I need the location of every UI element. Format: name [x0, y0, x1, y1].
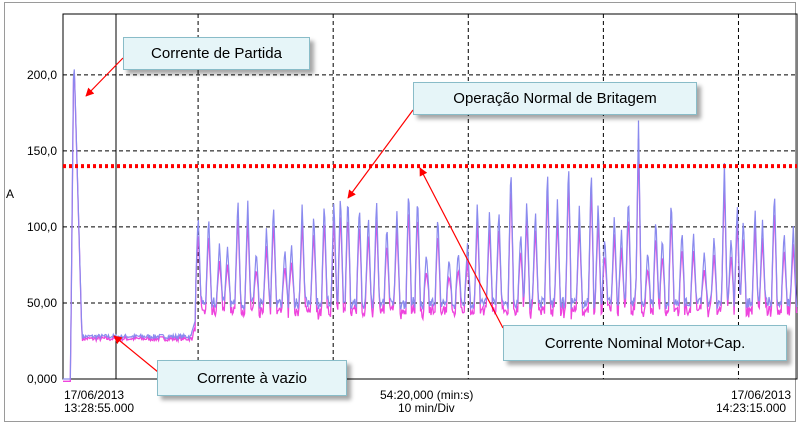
y-tick-label: 100,0 [27, 220, 57, 234]
callout-no-load-current: Corrente à vazio [157, 360, 347, 396]
arrow-nominal-current [419, 167, 504, 329]
y-tick-label: 150,0 [27, 144, 57, 158]
plot-border [62, 13, 798, 380]
x-center-span: 54:20,000 (min:s) [380, 388, 474, 402]
y-axis-label: A [6, 187, 14, 201]
y-tick-label: 50,00 [27, 296, 57, 310]
y-tick-label: 0,000 [27, 372, 57, 386]
arrow-normal-operation [347, 109, 414, 199]
x-end-date: 17/06/2013 [731, 388, 792, 402]
callout-normal-operation: Operação Normal de Britagem [413, 82, 697, 115]
plot-area [63, 69, 798, 382]
arrow-starting-current [85, 57, 124, 97]
x-center-division: 10 min/Div [398, 401, 455, 415]
x-end-time: 14:23:15.000 [716, 401, 787, 415]
arrow-no-load-current [113, 335, 159, 373]
callout-arrows [85, 57, 504, 373]
y-tick-label: 200,0 [27, 68, 57, 82]
chart-frame [4, 2, 796, 422]
series-lower-trace [63, 71, 798, 382]
x-start-time: 13:28:55.000 [64, 401, 135, 415]
callout-starting-current: Corrente de Partida [123, 37, 310, 70]
callout-nominal-current: Corrente Nominal Motor+Cap. [503, 325, 787, 361]
x-start-date: 17/06/2013 [64, 388, 125, 402]
series-current-trace [63, 69, 798, 380]
